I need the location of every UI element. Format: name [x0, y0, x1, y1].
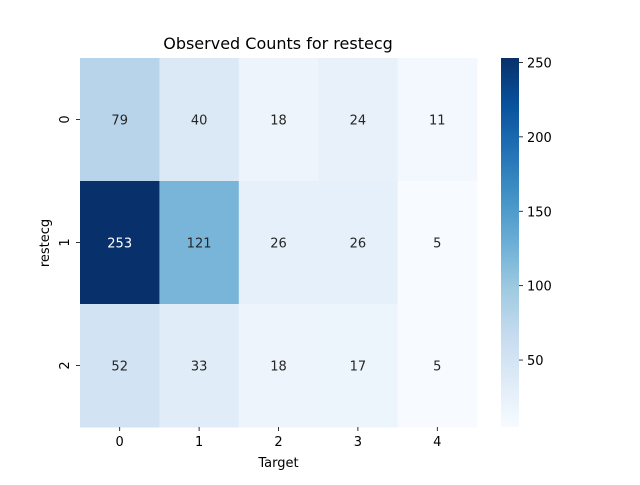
- heatmap-cell: [238, 58, 319, 182]
- heatmap-cell: [397, 58, 478, 182]
- cell-value-label: 33: [191, 360, 208, 375]
- cell-value-label: 52: [111, 360, 128, 375]
- chart-title: Observed Counts for restecg: [163, 34, 393, 53]
- colorbar-tick-label: 200: [527, 131, 552, 146]
- y-tick-label: 1: [58, 238, 73, 246]
- colorbar-scale: [501, 58, 519, 427]
- heatmap-cell: [238, 304, 319, 428]
- colorbar-tick-label: 100: [527, 280, 552, 295]
- cell-value-label: 18: [270, 114, 287, 129]
- heatmap-cell: [159, 181, 240, 305]
- y-tick-label: 2: [58, 361, 73, 369]
- heatmap-cell: [159, 58, 240, 182]
- x-axis: 0 1 2 3 4: [116, 427, 441, 450]
- heatmap-cells: 79 40 18 24 11 253 121 26 26 5 52 33 18 17 5: [80, 58, 478, 428]
- y-axis-label: restecg: [38, 219, 53, 267]
- cell-value-label: 253: [107, 237, 132, 252]
- cell-value-label: 121: [187, 237, 212, 252]
- cell-value-label: 5: [433, 237, 441, 252]
- x-tick-label: 4: [433, 435, 441, 450]
- x-axis-label: Target: [257, 456, 298, 471]
- cell-value-label: 5: [433, 360, 441, 375]
- heatmap-cell: [238, 181, 319, 305]
- colorbar-tick-label: 150: [527, 205, 552, 220]
- colorbar: 50 100 150 200 250: [501, 56, 552, 427]
- cell-value-label: 26: [270, 237, 287, 252]
- cell-value-label: 18: [270, 360, 287, 375]
- heatmap-cell: [80, 58, 160, 182]
- cell-value-label: 26: [350, 237, 367, 252]
- x-tick-label: 0: [116, 435, 124, 450]
- y-tick-label: 0: [58, 115, 73, 123]
- colorbar-tick-label: 250: [527, 56, 552, 71]
- heatmap-cell: [397, 304, 478, 428]
- heatmap-cell: [80, 304, 160, 428]
- heatmap-cell: [318, 58, 399, 182]
- cell-value-label: 40: [191, 114, 208, 129]
- y-axis: 0 1 2: [58, 115, 80, 370]
- heatmap-cell: [318, 304, 399, 428]
- colorbar-tick-label: 50: [527, 354, 544, 369]
- x-tick-label: 1: [195, 435, 203, 450]
- x-tick-label: 3: [354, 435, 362, 450]
- heatmap-cell: [397, 181, 478, 305]
- cell-value-label: 17: [350, 360, 367, 375]
- heatmap-cell: [80, 181, 160, 305]
- heatmap-cell: [159, 304, 240, 428]
- cell-value-label: 79: [111, 114, 128, 129]
- heatmap-cell: [318, 181, 399, 305]
- cell-value-label: 24: [350, 114, 367, 129]
- x-tick-label: 2: [274, 435, 282, 450]
- cell-value-label: 11: [429, 114, 446, 129]
